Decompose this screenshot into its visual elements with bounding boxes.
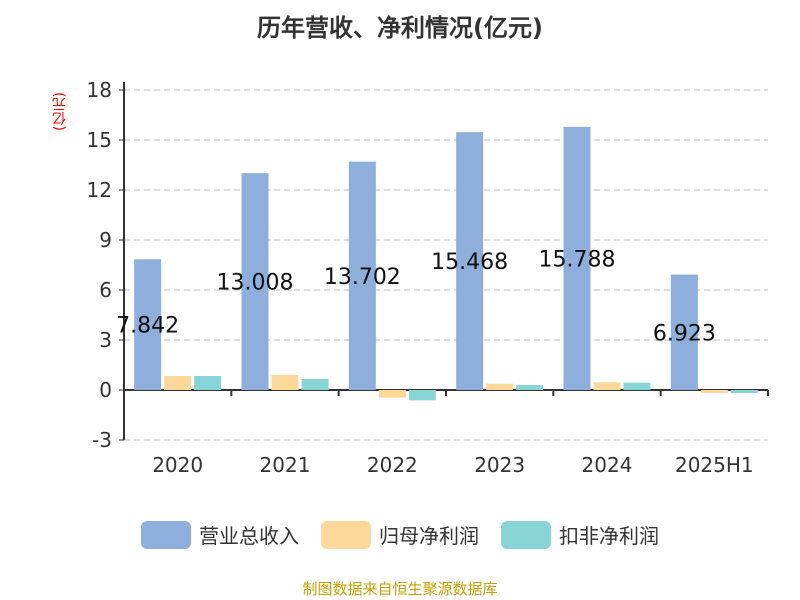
legend-item[interactable]: 归母净利润 (321, 520, 479, 549)
legend-swatch (321, 520, 371, 549)
bar-revenue (563, 126, 591, 390)
legend: 营业总收入 归母净利润 扣非净利润 (0, 520, 800, 549)
legend-label: 归母净利润 (379, 524, 479, 548)
bar-net-profit (486, 383, 514, 390)
data-label: 15.468 (431, 250, 508, 275)
bar-revenue (241, 173, 269, 390)
bar-deducted-profit (194, 376, 222, 390)
data-label: 15.788 (539, 247, 616, 272)
bar-net-profit (271, 375, 299, 390)
data-label: 6.923 (653, 321, 716, 346)
bar-deducted-profit (408, 390, 436, 401)
y-tick-label: -3 (92, 428, 112, 452)
x-tick-label: 2025H1 (675, 453, 754, 477)
bar-net-profit (700, 390, 728, 393)
x-tick-label: 2022 (367, 453, 418, 477)
x-tick-label: 2024 (582, 453, 633, 477)
bar-revenue (456, 132, 484, 390)
legend-label: 营业总收入 (199, 524, 299, 548)
legend-swatch (141, 520, 191, 549)
bar-deducted-profit (623, 382, 651, 390)
bar-net-profit (593, 382, 621, 390)
bar-deducted-profit (301, 379, 329, 390)
bar-net-profit (378, 390, 406, 398)
legend-swatch (501, 520, 551, 549)
y-tick-label: 15 (87, 128, 112, 152)
x-tick-label: 2020 (152, 453, 203, 477)
y-tick-label: 18 (87, 78, 112, 102)
x-tick-label: 2023 (474, 453, 525, 477)
bar-deducted-profit (730, 390, 758, 393)
data-label: 7.842 (116, 314, 179, 339)
chart-title: 历年营收、净利情况(亿元) (257, 14, 543, 42)
y-tick-label: 3 (99, 328, 112, 352)
bar-deducted-profit (516, 385, 544, 390)
source-note: 制图数据来自恒生聚源数据库 (302, 580, 498, 598)
x-tick-label: 2021 (260, 453, 311, 477)
data-label: 13.702 (324, 265, 401, 290)
legend-label: 扣非净利润 (559, 524, 659, 548)
y-tick-label: 0 (99, 378, 112, 402)
y-tick-label: 12 (87, 178, 112, 202)
y-tick-label: 9 (99, 228, 112, 252)
bar-net-profit (164, 376, 192, 390)
legend-item[interactable]: 扣非净利润 (501, 520, 659, 549)
bar-revenue (134, 259, 162, 390)
data-label: 13.008 (217, 271, 294, 296)
legend-item[interactable]: 营业总收入 (141, 520, 299, 549)
y-tick-label: 6 (99, 278, 112, 302)
bar-revenue (348, 161, 376, 390)
bar-revenue (670, 274, 698, 390)
